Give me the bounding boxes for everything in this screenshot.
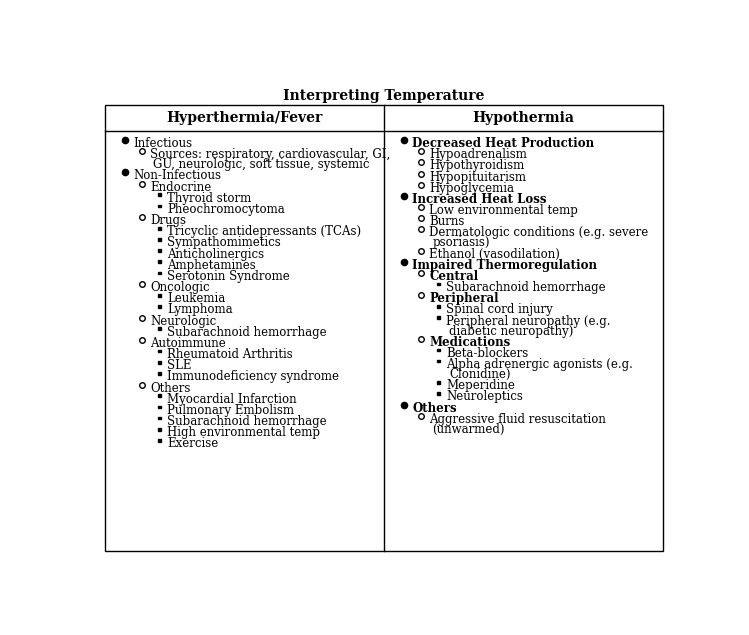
Text: Alpha adrenergic agonists (e.g.: Alpha adrenergic agonists (e.g. xyxy=(446,358,633,371)
Bar xyxy=(158,361,161,364)
Text: SLE: SLE xyxy=(167,359,192,372)
Bar xyxy=(158,272,161,274)
Text: Endocrine: Endocrine xyxy=(151,180,211,194)
Bar xyxy=(158,417,161,420)
Text: Peripheral neuropathy (e.g.: Peripheral neuropathy (e.g. xyxy=(446,314,610,328)
Text: Peripheral: Peripheral xyxy=(429,292,499,305)
Text: diabetic neuropathy): diabetic neuropathy) xyxy=(449,324,574,338)
Bar xyxy=(437,360,440,363)
Text: Others: Others xyxy=(412,401,457,415)
Text: Lymphoma: Lymphoma xyxy=(167,304,233,316)
Bar xyxy=(158,250,161,252)
Bar xyxy=(158,328,161,330)
Bar xyxy=(158,238,161,241)
Text: Hyperthermia/Fever: Hyperthermia/Fever xyxy=(166,110,323,125)
Text: psoriasis): psoriasis) xyxy=(432,236,490,250)
Text: Sympathomimetics: Sympathomimetics xyxy=(167,236,281,250)
Text: Aggressive fluid resuscitation: Aggressive fluid resuscitation xyxy=(429,413,606,425)
Text: Pheochromocytoma: Pheochromocytoma xyxy=(167,203,285,216)
Text: Hypoadrenalism: Hypoadrenalism xyxy=(429,148,527,161)
Text: Impaired Thermoregulation: Impaired Thermoregulation xyxy=(412,258,597,272)
Text: Burns: Burns xyxy=(429,215,464,228)
Text: Meperidine: Meperidine xyxy=(446,379,515,392)
Bar xyxy=(158,227,161,230)
Text: High environmental temp: High environmental temp xyxy=(167,426,321,439)
Text: Thyroid storm: Thyroid storm xyxy=(167,192,252,204)
Bar xyxy=(437,349,440,351)
Text: Spinal cord injury: Spinal cord injury xyxy=(446,304,553,316)
Text: Clonidine): Clonidine) xyxy=(449,368,511,381)
Text: GU, neurologic, soft tissue, systemic: GU, neurologic, soft tissue, systemic xyxy=(154,158,370,171)
Text: Medications: Medications xyxy=(429,336,511,349)
Text: Hypopituitarism: Hypopituitarism xyxy=(429,171,527,184)
Text: Autoimmune: Autoimmune xyxy=(151,337,226,350)
Bar xyxy=(437,316,440,319)
Text: Neuroleptics: Neuroleptics xyxy=(446,391,523,403)
Text: Beta-blockers: Beta-blockers xyxy=(446,347,529,360)
Text: Infectious: Infectious xyxy=(133,137,192,150)
Text: Hypothermia: Hypothermia xyxy=(473,110,574,125)
Text: Tricyclic antidepressants (TCAs): Tricyclic antidepressants (TCAs) xyxy=(167,225,361,238)
Text: Ethanol (vasodilation): Ethanol (vasodilation) xyxy=(429,248,560,260)
Text: Leukemia: Leukemia xyxy=(167,292,225,305)
Bar xyxy=(437,305,440,308)
Bar xyxy=(437,381,440,384)
Text: Drugs: Drugs xyxy=(151,214,187,227)
Bar xyxy=(437,392,440,395)
Text: Exercise: Exercise xyxy=(167,438,219,450)
Bar xyxy=(158,204,161,207)
Text: Interpreting Temperature: Interpreting Temperature xyxy=(283,90,485,104)
Text: Decreased Heat Production: Decreased Heat Production xyxy=(412,137,594,150)
Text: Increased Heat Loss: Increased Heat Loss xyxy=(412,193,547,206)
Text: Pulmonary Embolism: Pulmonary Embolism xyxy=(167,404,294,417)
Bar xyxy=(158,294,161,297)
Text: Dermatologic conditions (e.g. severe: Dermatologic conditions (e.g. severe xyxy=(429,226,649,239)
Text: Anticholinergics: Anticholinergics xyxy=(167,248,264,260)
Bar xyxy=(158,439,161,442)
Text: Immunodeficiency syndrome: Immunodeficiency syndrome xyxy=(167,370,339,384)
Bar xyxy=(158,394,161,397)
Text: Rheumatoid Arthritis: Rheumatoid Arthritis xyxy=(167,348,293,361)
Text: Low environmental temp: Low environmental temp xyxy=(429,204,578,217)
Text: Non-Infectious: Non-Infectious xyxy=(133,170,221,182)
Text: Hypothyroidism: Hypothyroidism xyxy=(429,159,524,172)
Bar xyxy=(158,428,161,431)
Text: Hypoglycemia: Hypoglycemia xyxy=(429,182,515,195)
Bar xyxy=(158,260,161,263)
Text: Serotonin Syndrome: Serotonin Syndrome xyxy=(167,270,290,283)
Text: Central: Central xyxy=(429,270,479,283)
Bar xyxy=(158,305,161,308)
Bar xyxy=(437,283,440,286)
Bar xyxy=(158,406,161,408)
Text: Others: Others xyxy=(151,382,190,394)
Text: Myocardial Infarction: Myocardial Infarction xyxy=(167,392,297,406)
Text: Sources: respiratory, cardiovascular, GI,: Sources: respiratory, cardiovascular, GI… xyxy=(151,148,390,161)
Text: Amphetamines: Amphetamines xyxy=(167,258,256,272)
Bar xyxy=(158,372,161,375)
Bar xyxy=(158,350,161,352)
Text: Subarachnoid hemorrhage: Subarachnoid hemorrhage xyxy=(167,415,327,428)
Text: Subarachnoid hemorrhage: Subarachnoid hemorrhage xyxy=(167,326,327,338)
Text: Neurologic: Neurologic xyxy=(151,314,216,328)
Bar xyxy=(158,194,161,196)
Text: (unwarmed): (unwarmed) xyxy=(432,423,505,436)
Text: Oncologic: Oncologic xyxy=(151,281,210,294)
Text: Subarachnoid hemorrhage: Subarachnoid hemorrhage xyxy=(446,281,606,294)
